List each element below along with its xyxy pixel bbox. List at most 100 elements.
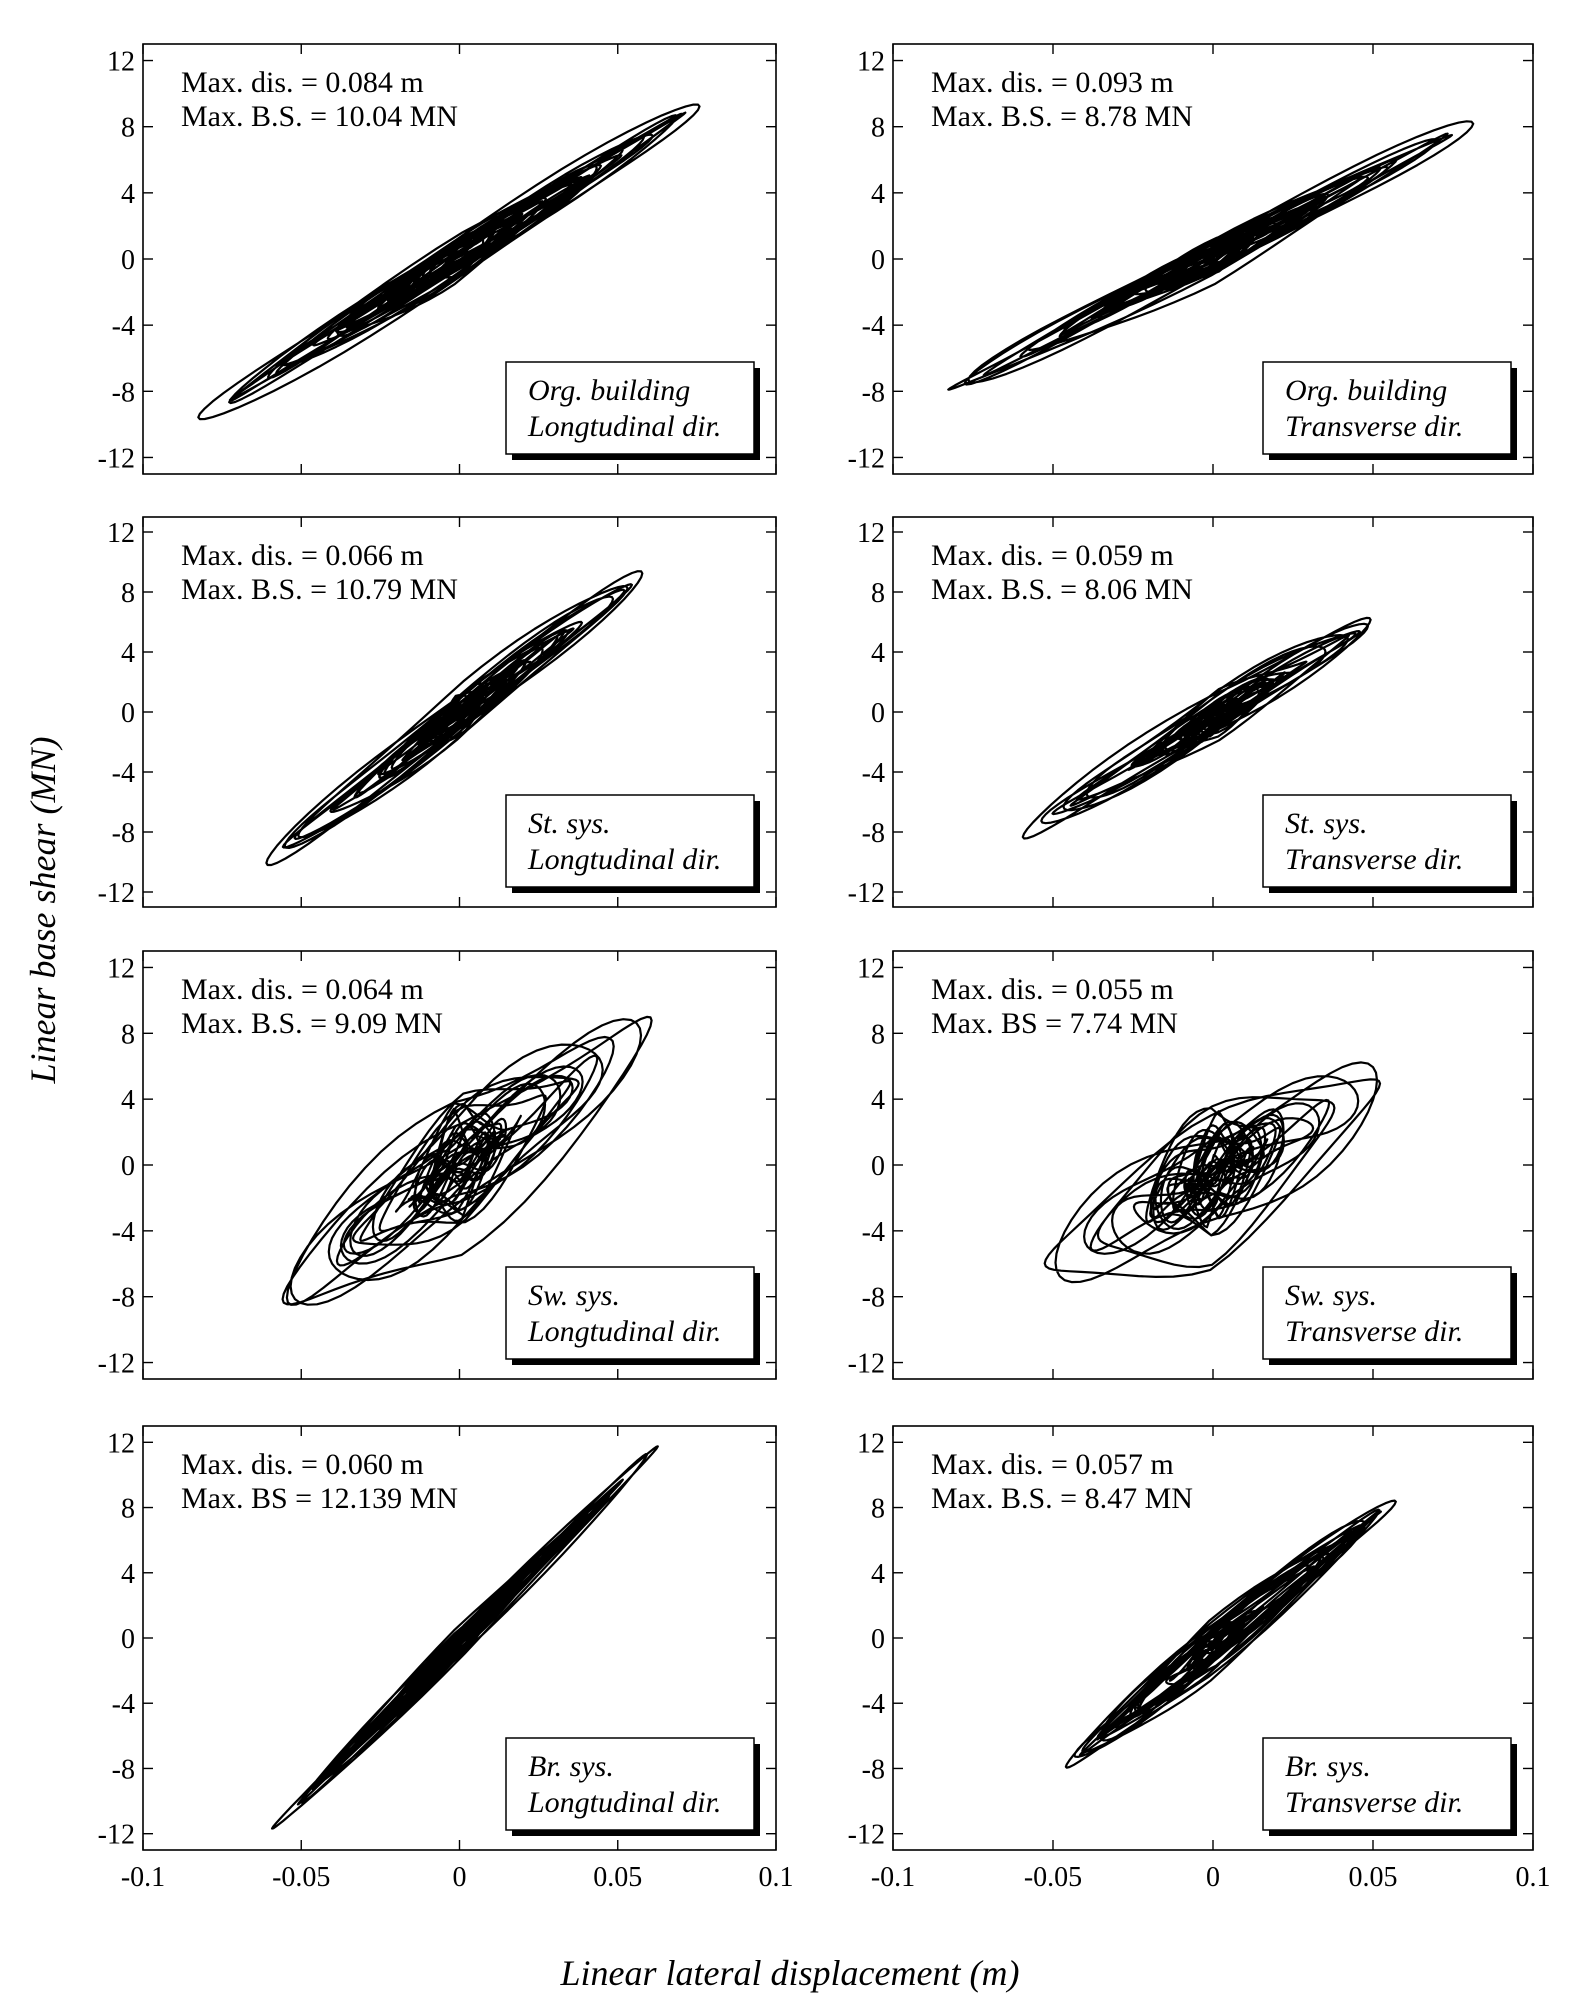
max-base-shear-label: Max. B.S. = 10.04 MN xyxy=(181,100,458,133)
y-tick-label: 4 xyxy=(121,179,135,210)
y-tick-label: -8 xyxy=(112,377,135,408)
x-tick-label: 0 xyxy=(453,1862,467,1893)
y-tick-label: -12 xyxy=(848,1820,885,1851)
system-label-line1: Org. building xyxy=(528,374,690,407)
y-tick-label: -8 xyxy=(862,1754,885,1785)
y-tick-label: 0 xyxy=(121,1624,135,1655)
y-tick-label: -12 xyxy=(848,443,885,474)
y-tick-label: -4 xyxy=(862,758,885,789)
hysteresis-curve xyxy=(271,1445,659,1830)
system-label-line1: Br. sys. xyxy=(528,1750,614,1783)
system-label-line2: Longtudinal dir. xyxy=(527,1315,721,1348)
x-axis-title: Linear lateral displacement (m) xyxy=(560,1953,1020,1993)
y-tick-label: 12 xyxy=(107,47,135,78)
y-tick-label: 12 xyxy=(857,1428,885,1459)
y-tick-label: 8 xyxy=(121,1494,135,1525)
x-tick-label: -0.1 xyxy=(871,1862,915,1893)
y-tick-label: 8 xyxy=(121,578,135,609)
y-tick-label: 8 xyxy=(871,113,885,144)
x-tick-label: 0.05 xyxy=(593,1862,642,1893)
y-tick-label: 4 xyxy=(121,1085,135,1116)
y-tick-label: -4 xyxy=(112,1689,135,1720)
system-label-line2: Transverse dir. xyxy=(1285,1315,1463,1348)
y-tick-label: 4 xyxy=(871,1559,885,1590)
system-label-box xyxy=(1262,1266,1512,1360)
loops-group xyxy=(1043,1061,1382,1284)
loops-group xyxy=(281,1015,653,1306)
system-label-box xyxy=(505,794,755,888)
system-label-box xyxy=(505,1266,755,1360)
y-tick-label: -12 xyxy=(98,878,135,909)
max-base-shear-label: Max. B.S. = 8.06 MN xyxy=(931,573,1193,606)
system-label-line1: Sw. sys. xyxy=(1285,1279,1377,1312)
panel-8: -12 -8 -4 0 4 8 12 -0.1 -0.05 0 0.05 0.1 Max. dis. =… xyxy=(848,1425,1551,1893)
y-tick-label: -4 xyxy=(862,1689,885,1720)
y-tick-label: -4 xyxy=(862,1217,885,1248)
y-tick-label: -12 xyxy=(98,1820,135,1851)
x-tick-label: 0 xyxy=(1206,1862,1220,1893)
y-tick-label: 0 xyxy=(871,1624,885,1655)
system-label-box xyxy=(1262,1737,1512,1831)
system-label-box xyxy=(505,361,755,455)
hysteresis-curve xyxy=(197,103,701,421)
system-label-line1: Br. sys. xyxy=(1285,1750,1371,1783)
y-tick-label: -12 xyxy=(848,1349,885,1380)
x-tick-label: -0.1 xyxy=(121,1862,165,1893)
y-tick-label: -4 xyxy=(862,311,885,342)
system-label-line1: St. sys. xyxy=(528,807,611,840)
hysteresis-curve xyxy=(281,1015,653,1306)
y-tick-label: -8 xyxy=(112,1754,135,1785)
y-tick-label: 12 xyxy=(107,518,135,549)
y-tick-label: 8 xyxy=(121,113,135,144)
y-tick-label: 12 xyxy=(857,47,885,78)
y-tick-label: 12 xyxy=(107,953,135,984)
y-tick-label: 12 xyxy=(857,953,885,984)
hysteresis-curve xyxy=(947,120,1475,391)
max-displacement-label: Max. dis. = 0.055 m xyxy=(931,973,1174,1006)
y-tick-label: 0 xyxy=(121,1151,135,1182)
loops-group xyxy=(947,120,1475,391)
y-tick-label: 0 xyxy=(871,1151,885,1182)
system-label-box xyxy=(1262,794,1512,888)
y-tick-label: 0 xyxy=(871,698,885,729)
y-tick-label: -4 xyxy=(112,758,135,789)
system-label-line1: Org. building xyxy=(1285,374,1447,407)
system-label-line2: Transverse dir. xyxy=(1285,410,1463,443)
y-tick-label: 8 xyxy=(121,1019,135,1050)
max-displacement-label: Max. dis. = 0.066 m xyxy=(181,539,424,572)
y-tick-label: -4 xyxy=(112,1217,135,1248)
max-base-shear-label: Max. BS = 12.139 MN xyxy=(181,1482,458,1515)
hysteresis-curve xyxy=(1043,1061,1382,1284)
y-tick-label: 0 xyxy=(121,698,135,729)
y-tick-label: 12 xyxy=(857,518,885,549)
y-tick-label: 4 xyxy=(871,638,885,669)
hysteresis-curve xyxy=(265,570,644,867)
y-tick-label: 8 xyxy=(871,578,885,609)
y-tick-label: 4 xyxy=(121,1559,135,1590)
y-tick-label: -12 xyxy=(98,1349,135,1380)
x-tick-label: 0.1 xyxy=(759,1862,794,1893)
loops-group xyxy=(271,1445,659,1830)
y-tick-label: -8 xyxy=(112,818,135,849)
x-tick-label: -0.05 xyxy=(272,1862,330,1893)
loops-group xyxy=(1064,1499,1397,1769)
y-tick-label: 0 xyxy=(121,245,135,276)
system-label-line2: Longtudinal dir. xyxy=(527,1786,721,1819)
system-label-line1: Sw. sys. xyxy=(528,1279,620,1312)
panel-7: -12 -8 -4 0 4 8 12 -0.1 -0.05 0 0.05 0.1 Max. dis. =… xyxy=(98,1425,794,1893)
loops-group xyxy=(1021,616,1372,840)
system-label-line2: Transverse dir. xyxy=(1285,843,1463,876)
max-displacement-label: Max. dis. = 0.060 m xyxy=(181,1448,424,1481)
y-axis-title: Linear base shear (MN) xyxy=(23,737,63,1085)
system-label-line2: Transverse dir. xyxy=(1285,1786,1463,1819)
x-tick-label: -0.05 xyxy=(1024,1862,1082,1893)
y-tick-label: 4 xyxy=(871,179,885,210)
y-tick-label: -4 xyxy=(112,311,135,342)
max-base-shear-label: Max. B.S. = 10.79 MN xyxy=(181,573,458,606)
y-tick-label: -8 xyxy=(862,377,885,408)
y-tick-label: 4 xyxy=(871,1085,885,1116)
